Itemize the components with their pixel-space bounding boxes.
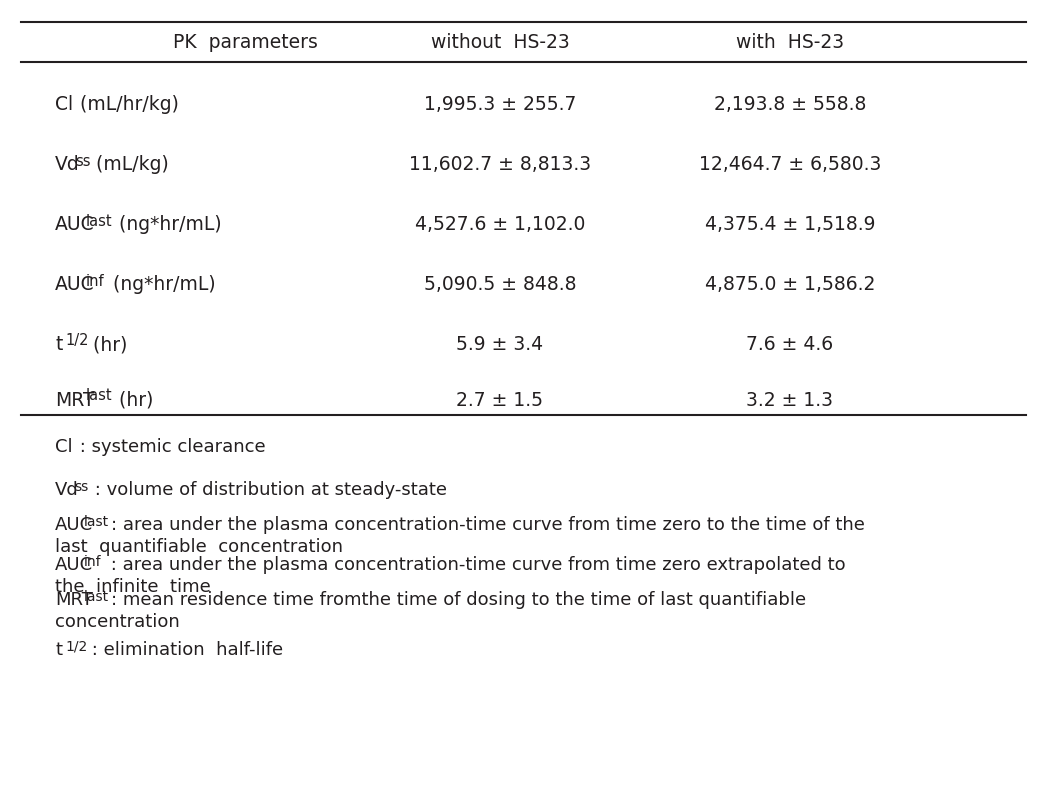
Text: : area under the plasma concentration-time curve from time zero extrapolated to: : area under the plasma concentration-ti… — [105, 556, 845, 574]
Text: AUC: AUC — [55, 276, 94, 294]
Text: 1/2: 1/2 — [66, 333, 89, 348]
Text: : systemic clearance: : systemic clearance — [73, 438, 265, 456]
Text: (ng*hr/mL): (ng*hr/mL) — [113, 215, 222, 235]
Text: Vd: Vd — [55, 156, 80, 174]
Text: 11,602.7 ± 8,813.3: 11,602.7 ± 8,813.3 — [409, 156, 592, 174]
Text: MRT: MRT — [55, 390, 94, 409]
Text: concentration: concentration — [55, 613, 180, 631]
Text: AUC: AUC — [55, 215, 94, 235]
Text: ss: ss — [75, 153, 91, 169]
Text: inf: inf — [85, 273, 104, 289]
Text: last: last — [85, 389, 112, 404]
Text: last: last — [84, 515, 109, 529]
Text: 5.9 ± 3.4: 5.9 ± 3.4 — [456, 335, 543, 355]
Text: : volume of distribution at steady-state: : volume of distribution at steady-state — [89, 481, 447, 499]
Text: 3.2 ± 1.3: 3.2 ± 1.3 — [747, 390, 833, 409]
Text: (ng*hr/mL): (ng*hr/mL) — [107, 276, 216, 294]
Text: MRT: MRT — [55, 591, 93, 609]
Text: (mL/hr/kg): (mL/hr/kg) — [74, 95, 179, 114]
Text: 7.6 ± 4.6: 7.6 ± 4.6 — [747, 335, 833, 355]
Text: inf: inf — [84, 555, 102, 569]
Text: AUC: AUC — [55, 516, 93, 534]
Text: 2,193.8 ± 558.8: 2,193.8 ± 558.8 — [714, 95, 866, 114]
Text: Cl: Cl — [55, 95, 73, 114]
Text: (hr): (hr) — [87, 335, 128, 355]
Text: 4,875.0 ± 1,586.2: 4,875.0 ± 1,586.2 — [705, 276, 875, 294]
Text: : elimination  half-life: : elimination half-life — [86, 641, 283, 659]
Text: (hr): (hr) — [113, 390, 154, 409]
Text: t: t — [55, 641, 62, 659]
Text: 5,090.5 ± 848.8: 5,090.5 ± 848.8 — [424, 276, 576, 294]
Text: Cl: Cl — [55, 438, 72, 456]
Text: last  quantifiable  concentration: last quantifiable concentration — [55, 538, 343, 556]
Text: 2.7 ± 1.5: 2.7 ± 1.5 — [456, 390, 543, 409]
Text: last: last — [84, 590, 109, 604]
Text: 1,995.3 ± 255.7: 1,995.3 ± 255.7 — [424, 95, 576, 114]
Text: last: last — [85, 214, 112, 228]
Text: AUC: AUC — [55, 556, 93, 574]
Text: : area under the plasma concentration-time curve from time zero to the time of t: : area under the plasma concentration-ti… — [111, 516, 865, 534]
Text: 4,375.4 ± 1,518.9: 4,375.4 ± 1,518.9 — [705, 215, 875, 235]
Text: (mL/kg): (mL/kg) — [90, 156, 169, 174]
Text: 4,527.6 ± 1,102.0: 4,527.6 ± 1,102.0 — [415, 215, 585, 235]
Text: ss: ss — [74, 480, 89, 494]
Text: 12,464.7 ± 6,580.3: 12,464.7 ± 6,580.3 — [698, 156, 882, 174]
Text: with  HS-23: with HS-23 — [736, 33, 844, 52]
Text: the  infinite  time: the infinite time — [55, 578, 210, 596]
Text: 1/2: 1/2 — [65, 640, 88, 654]
Text: Vd: Vd — [55, 481, 79, 499]
Text: PK  parameters: PK parameters — [173, 33, 317, 52]
Text: without  HS-23: without HS-23 — [430, 33, 570, 52]
Text: : mean residence time fromthe time of dosing to the time of last quantifiable: : mean residence time fromthe time of do… — [111, 591, 806, 609]
Text: t: t — [55, 335, 63, 355]
